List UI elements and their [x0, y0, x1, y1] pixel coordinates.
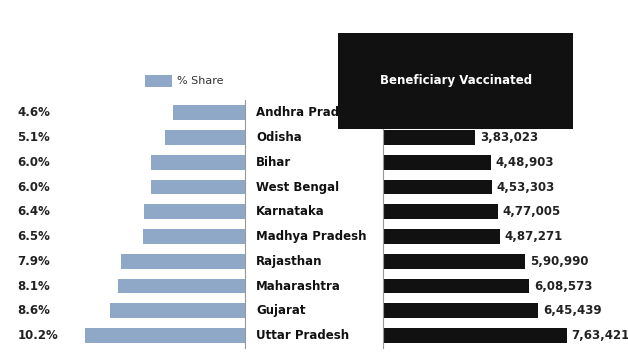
Text: 10.2%: 10.2% [18, 329, 58, 342]
Text: Karnataka: Karnataka [256, 205, 325, 218]
Bar [173, 105, 245, 120]
Bar [151, 155, 245, 170]
Text: 4,48,903: 4,48,903 [495, 156, 554, 169]
Text: Odisha: Odisha [256, 131, 301, 144]
Bar [85, 328, 245, 343]
Text: 69% of total beneficiaries vaccinated in 10 States: 69% of total beneficiaries vaccinated in… [51, 20, 577, 39]
Text: 6.0%: 6.0% [18, 156, 50, 169]
Bar [383, 130, 475, 145]
Text: 6.0%: 6.0% [18, 181, 50, 193]
Text: 6,45,439: 6,45,439 [543, 304, 602, 317]
Bar [383, 155, 491, 170]
Bar [383, 229, 501, 244]
Text: 7.9%: 7.9% [18, 255, 50, 268]
Text: 8.6%: 8.6% [18, 304, 50, 317]
Bar [165, 130, 245, 145]
Text: Uttar Pradesh: Uttar Pradesh [256, 329, 349, 342]
Text: 4,77,005: 4,77,005 [502, 205, 561, 218]
Text: Andhra Pradesh: Andhra Pradesh [256, 106, 362, 119]
Bar [144, 204, 245, 219]
Text: Bihar: Bihar [256, 156, 291, 169]
Text: Rajasthan: Rajasthan [256, 255, 322, 268]
Text: 4.6%: 4.6% [18, 106, 50, 119]
Text: 5.1%: 5.1% [18, 131, 50, 144]
Bar [117, 279, 245, 294]
Bar [151, 180, 245, 195]
Text: 5,90,990: 5,90,990 [530, 255, 588, 268]
Bar [383, 304, 538, 318]
Text: 3,83,023: 3,83,023 [480, 131, 538, 144]
Text: 4,87,271: 4,87,271 [505, 230, 563, 243]
Bar [110, 304, 245, 318]
Bar [383, 279, 529, 294]
Text: 6.4%: 6.4% [18, 205, 50, 218]
Text: 6,08,573: 6,08,573 [534, 279, 592, 293]
Bar [383, 180, 492, 195]
Text: Gujarat: Gujarat [256, 304, 305, 317]
Text: % Share: % Share [178, 76, 224, 86]
Text: 3,43,813: 3,43,813 [470, 106, 529, 119]
Text: 7,63,421: 7,63,421 [571, 329, 628, 342]
Text: West Bengal: West Bengal [256, 181, 339, 193]
Bar [383, 328, 566, 343]
Text: 4,53,303: 4,53,303 [497, 181, 555, 193]
Bar [121, 254, 245, 269]
Text: 6.5%: 6.5% [18, 230, 50, 243]
Bar [145, 75, 172, 87]
Bar [143, 229, 245, 244]
Text: Madhya Pradesh: Madhya Pradesh [256, 230, 367, 243]
Bar [383, 105, 466, 120]
Bar [383, 204, 498, 219]
Text: Beneficiary Vaccinated: Beneficiary Vaccinated [379, 75, 532, 87]
Bar [383, 254, 525, 269]
Text: 8.1%: 8.1% [18, 279, 50, 293]
Text: Maharashtra: Maharashtra [256, 279, 341, 293]
